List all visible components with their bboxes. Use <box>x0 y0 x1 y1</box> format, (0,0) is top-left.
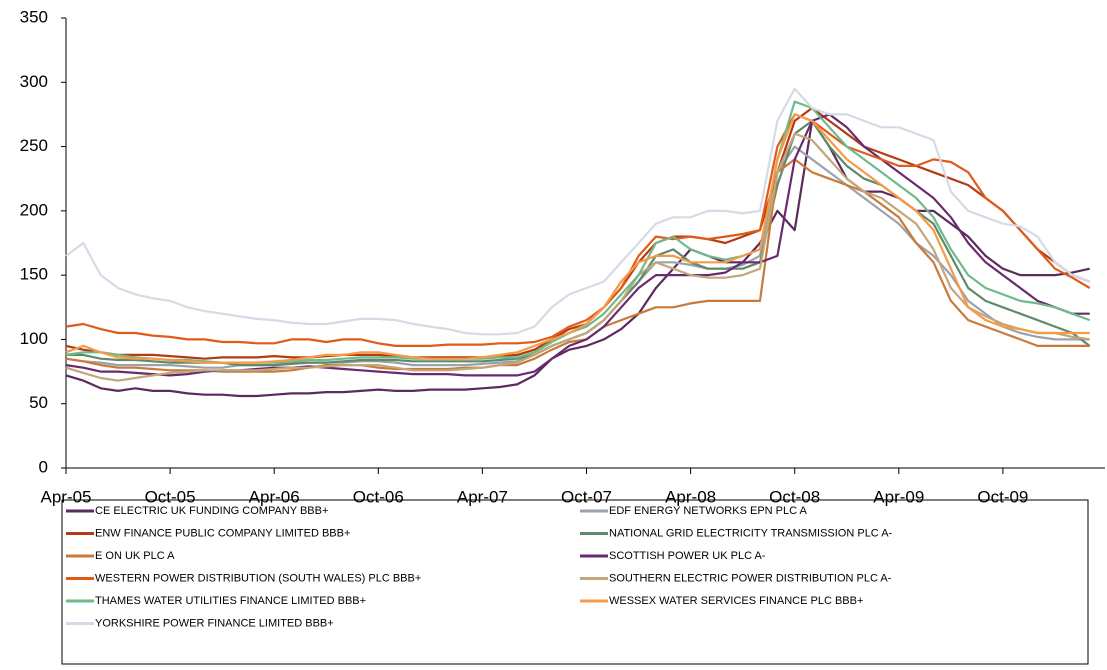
x-tick-label: Apr-08 <box>665 487 716 506</box>
series-line <box>65 113 1091 347</box>
legend-label: E ON UK PLC A <box>95 550 175 562</box>
y-tick-label: 200 <box>20 200 48 219</box>
x-tick-label: Apr-09 <box>873 487 924 506</box>
series-line <box>65 113 1090 364</box>
legend-label: YORKSHIRE POWER FINANCE LIMITED BBB+ <box>95 617 334 629</box>
series-line <box>65 119 1090 398</box>
x-tick-label: Oct-06 <box>353 487 404 506</box>
plot-area: 0 50 100 150 200 250 300 350 Apr-05 Oct-05 Apr-06 O… <box>20 7 1105 506</box>
series-line <box>65 87 1091 336</box>
x-tick-label: Oct-05 <box>145 487 196 506</box>
x-tick-label: Apr-05 <box>40 487 91 506</box>
legend-box <box>61 499 1089 665</box>
x-tick-label: Oct-09 <box>977 487 1028 506</box>
y-tick-label: 100 <box>20 329 48 348</box>
legend-label: ENW FINANCE PUBLIC COMPANY LIMITED BBB+ <box>95 527 350 539</box>
x-tick-label: Apr-07 <box>457 487 508 506</box>
y-tick-label: 250 <box>20 136 48 155</box>
y-tick-label: 300 <box>20 72 48 91</box>
y-tick-label: 150 <box>20 265 48 284</box>
legend-label: THAMES WATER UTILITIES FINANCE LIMITED B… <box>95 595 366 607</box>
series-line <box>65 132 1090 382</box>
legend-label: CE ELECTRIC UK FUNDING COMPANY BBB+ <box>95 505 328 517</box>
legend-label: SCOTTISH POWER UK PLC A- <box>609 550 766 562</box>
legend-label: WESSEX WATER SERVICES FINANCE PLC BBB+ <box>609 595 863 607</box>
x-tick-label: Oct-08 <box>769 487 820 506</box>
x-tick-label: Apr-06 <box>249 487 300 506</box>
y-tick-label: 350 <box>20 7 48 26</box>
y-tick-label: 0 <box>39 457 48 476</box>
series-line <box>65 106 1091 360</box>
x-tick-label: Oct-07 <box>561 487 612 506</box>
legend-label: EDF ENERGY NETWORKS EPN PLC A <box>609 505 808 517</box>
legend-label: WESTERN POWER DISTRIBUTION (SOUTH WALES)… <box>95 572 421 584</box>
legend-label: NATIONAL GRID ELECTRICITY TRANSMISSION P… <box>609 527 893 539</box>
legend: CE ELECTRIC UK FUNDING COMPANY BBB+ EDF E… <box>66 505 893 629</box>
y-tick-label: 50 <box>29 393 48 412</box>
series-line <box>65 158 1090 373</box>
legend-label: SOUTHERN ELECTRIC POWER DISTRIBUTION PLC… <box>609 572 892 584</box>
